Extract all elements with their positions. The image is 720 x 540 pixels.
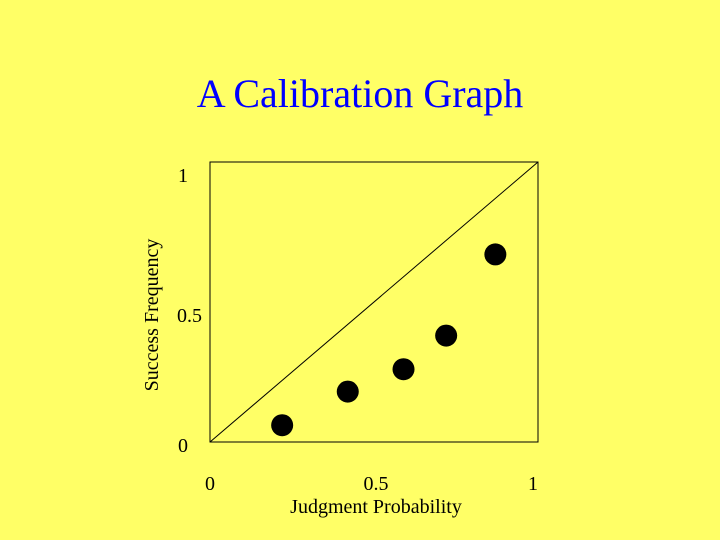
data-point-2 (336, 380, 359, 403)
y-tick-0-5: 0.5 (177, 305, 202, 327)
data-point-5 (484, 243, 507, 266)
y-axis-label: Success Frequency (141, 239, 163, 392)
plot-frame (209, 161, 539, 443)
data-point-3 (392, 358, 415, 381)
chart-title: A Calibration Graph (196, 71, 524, 116)
x-tick-0: 0 (205, 473, 215, 495)
x-tick-1: 1 (528, 473, 538, 495)
data-points (271, 243, 507, 437)
data-point-4 (435, 324, 458, 347)
y-tick-1: 1 (178, 165, 188, 187)
x-axis-label: Judgment Probability (290, 496, 462, 518)
x-tick-0-5: 0.5 (364, 473, 389, 495)
y-tick-0: 0 (178, 435, 188, 457)
perfect-calibration-line (209, 161, 539, 443)
data-point-1 (271, 414, 294, 437)
